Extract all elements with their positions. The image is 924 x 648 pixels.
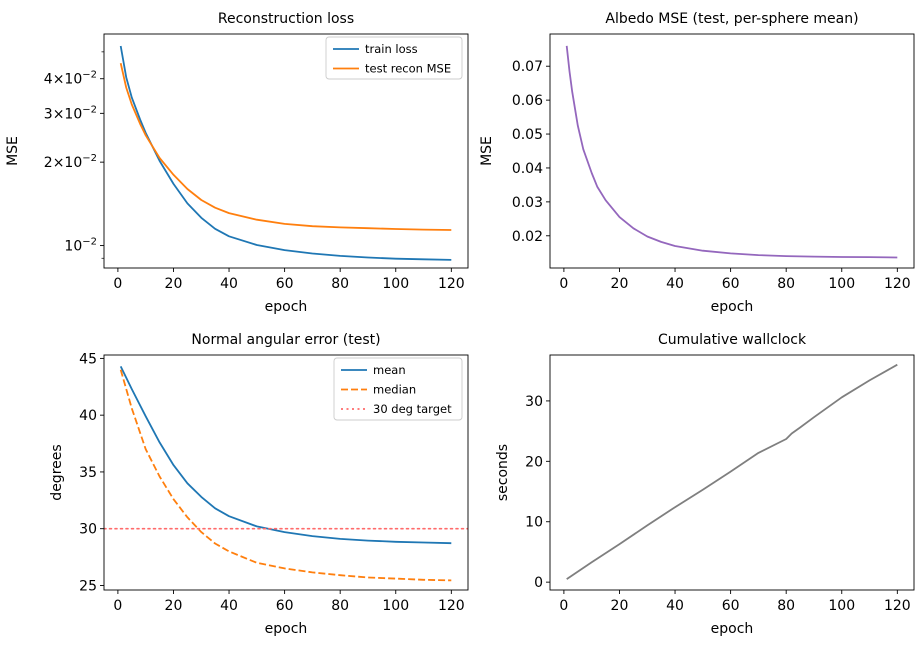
legend-label: mean [373, 363, 406, 377]
x-tick-label: 0 [113, 276, 122, 292]
x-tick-label: 120 [884, 598, 911, 614]
x-axis-label: epoch [711, 621, 754, 637]
chart-title: Reconstruction loss [218, 11, 354, 27]
x-tick-label: 80 [331, 276, 349, 292]
legend-label: train loss [365, 42, 418, 56]
x-tick-label: 120 [884, 276, 911, 292]
y-axis-label: seconds [495, 444, 511, 501]
y-tick-label: 0 [534, 575, 543, 591]
legend: mean median 30 deg target [333, 357, 463, 421]
y-tick-label: 30 [525, 394, 543, 410]
x-tick-label: 80 [777, 276, 795, 292]
chart-panel-2: Albedo MSE (test, per-sphere mean) 0 20 40 6… [479, 11, 915, 315]
x-tick-label: 100 [382, 598, 409, 614]
legend-label: 30 deg target [373, 402, 452, 416]
series-line-1 [565, 45, 898, 259]
y-tick-label: 3×10−2 [44, 104, 97, 122]
x-tick-label: 80 [331, 598, 349, 614]
x-tick-label: 0 [113, 598, 122, 614]
chart-title: Normal angular error (test) [191, 332, 380, 348]
x-axis-label: epoch [265, 299, 308, 315]
plot-frame [549, 33, 915, 269]
y-tick-label: 0.05 [512, 127, 543, 143]
y-tick-label: 2×10−2 [44, 153, 97, 171]
chart-title: Albedo MSE (test, per-sphere mean) [605, 11, 858, 27]
y-axis-label: MSE [479, 136, 495, 166]
x-tick-label: 100 [828, 276, 855, 292]
x-tick-label: 20 [611, 598, 629, 614]
x-tick-label: 20 [165, 598, 183, 614]
x-tick-label: 0 [559, 598, 568, 614]
x-tick-label: 100 [382, 276, 409, 292]
y-tick-label: 0.06 [512, 93, 543, 109]
x-axis-label: epoch [265, 621, 308, 637]
y-tick-label: 25 [79, 578, 97, 594]
legend-box [325, 36, 463, 80]
x-tick-label: 20 [611, 276, 629, 292]
x-tick-label: 0 [559, 276, 568, 292]
chart-panel-1: Reconstruction loss 0 20 40 60 80 100 120 10−2 2×… [5, 11, 469, 315]
x-tick-label: 40 [220, 598, 238, 614]
legend-box [333, 357, 463, 421]
y-axis-label: degrees [49, 444, 65, 500]
x-tick-label: 120 [438, 276, 465, 292]
series-line-median [119, 369, 452, 582]
x-tick-label: 60 [276, 598, 294, 614]
chart-panel-4: Cumulative wallclock 0 20 40 60 80 100 120 0 10 20… [495, 332, 915, 637]
legend-label: median [373, 383, 416, 397]
y-tick-label: 30 [79, 522, 97, 538]
x-axis-label: epoch [711, 299, 754, 315]
legend: train loss test recon MSE [325, 36, 463, 80]
x-tick-label: 60 [722, 598, 740, 614]
series-line-train-loss [119, 45, 452, 261]
chart-title: Cumulative wallclock [658, 332, 807, 348]
y-tick-label: 0.02 [512, 229, 543, 245]
plot-frame [103, 33, 469, 269]
y-axis-label: MSE [5, 136, 21, 166]
plot-frame [103, 354, 469, 591]
series-line-1 [566, 363, 898, 580]
y-tick-label: 4×10−2 [44, 70, 97, 88]
y-tick-label: 20 [525, 454, 543, 470]
x-tick-label: 20 [165, 276, 183, 292]
plot-frame [549, 354, 915, 591]
x-tick-label: 120 [438, 598, 465, 614]
y-tick-label: 10 [525, 515, 543, 531]
y-tick-label: 0.07 [512, 59, 543, 75]
x-tick-label: 40 [666, 276, 684, 292]
series-line-test-recon-mse [119, 63, 452, 231]
y-tick-label: 35 [79, 465, 97, 481]
y-tick-label: 0.04 [512, 161, 543, 177]
x-tick-label: 40 [666, 598, 684, 614]
y-tick-label: 40 [79, 408, 97, 424]
x-tick-label: 80 [777, 598, 795, 614]
chart-panel-3: Normal angular error (test) 0 20 40 60 80 100 1… [49, 332, 469, 637]
x-tick-label: 40 [220, 276, 238, 292]
series-line-mean [119, 366, 452, 545]
x-tick-label: 60 [722, 276, 740, 292]
legend-label: test recon MSE [365, 62, 451, 76]
y-tick-label: 45 [79, 351, 97, 367]
y-tick-label: 0.03 [512, 195, 543, 211]
x-tick-label: 60 [276, 276, 294, 292]
x-tick-label: 100 [828, 598, 855, 614]
y-tick-label: 10−2 [64, 237, 97, 255]
